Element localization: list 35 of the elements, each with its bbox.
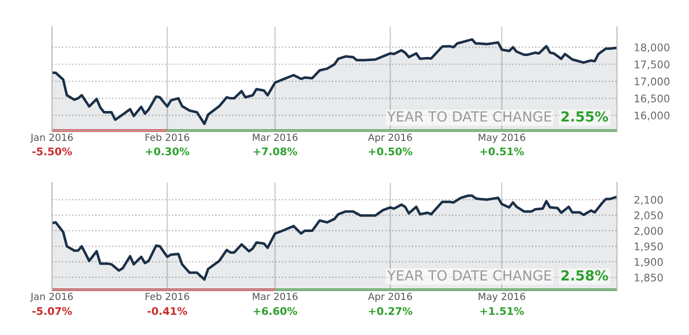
- text: -0.41%: [148, 307, 188, 315]
- x-tick-label: Jan 2016: [30, 292, 73, 302]
- x-tick-label: Mar 2016: [252, 134, 298, 141]
- y-tick-label: 17,000: [634, 78, 670, 86]
- y-tick-label: 16,000: [634, 112, 670, 120]
- text: +0.30%: [146, 147, 190, 156]
- text: +7.08%: [254, 147, 298, 156]
- annotation: 2.58%: [561, 270, 608, 281]
- text: +6.60%: [254, 307, 298, 315]
- y-tick-label: 1,950: [634, 242, 663, 252]
- text: -5.50%: [32, 147, 72, 156]
- annotation: 2.55%: [561, 111, 608, 122]
- x-tick-label: May 2016: [478, 292, 526, 302]
- x-tick-label: May 2016: [478, 134, 526, 143]
- text: +1.51%: [480, 307, 524, 315]
- y-tick-label: 1,900: [634, 258, 663, 267]
- annotation: YEAR TO DATE CHANGE: [387, 270, 552, 281]
- text: +0.50%: [368, 147, 412, 156]
- x-tick-label: Apr 2016: [368, 134, 412, 143]
- x-tick-label: Apr 2016: [368, 292, 412, 302]
- text: -5.07%: [32, 307, 72, 315]
- text: +0.27%: [368, 307, 412, 315]
- x-tick-label: Feb 2016: [146, 292, 190, 300]
- x-tick-label: Mar 2016: [252, 292, 298, 300]
- y-tick-label: 2,100: [634, 196, 663, 205]
- y-tick-label: 1,850: [634, 274, 663, 283]
- text: +0.51%: [480, 147, 524, 156]
- y-tick-label: 2,050: [634, 211, 663, 220]
- y-tick-label: 2,000: [634, 226, 663, 236]
- y-tick-label: 17,500: [634, 60, 670, 70]
- y-tick-label: 18,000: [634, 43, 670, 52]
- y-tick-label: 16,500: [634, 94, 670, 104]
- annotation: YEAR TO DATE CHANGE: [387, 111, 552, 122]
- x-tick-label: Jan 2016: [30, 134, 73, 143]
- x-tick-label: Feb 2016: [146, 133, 190, 141]
